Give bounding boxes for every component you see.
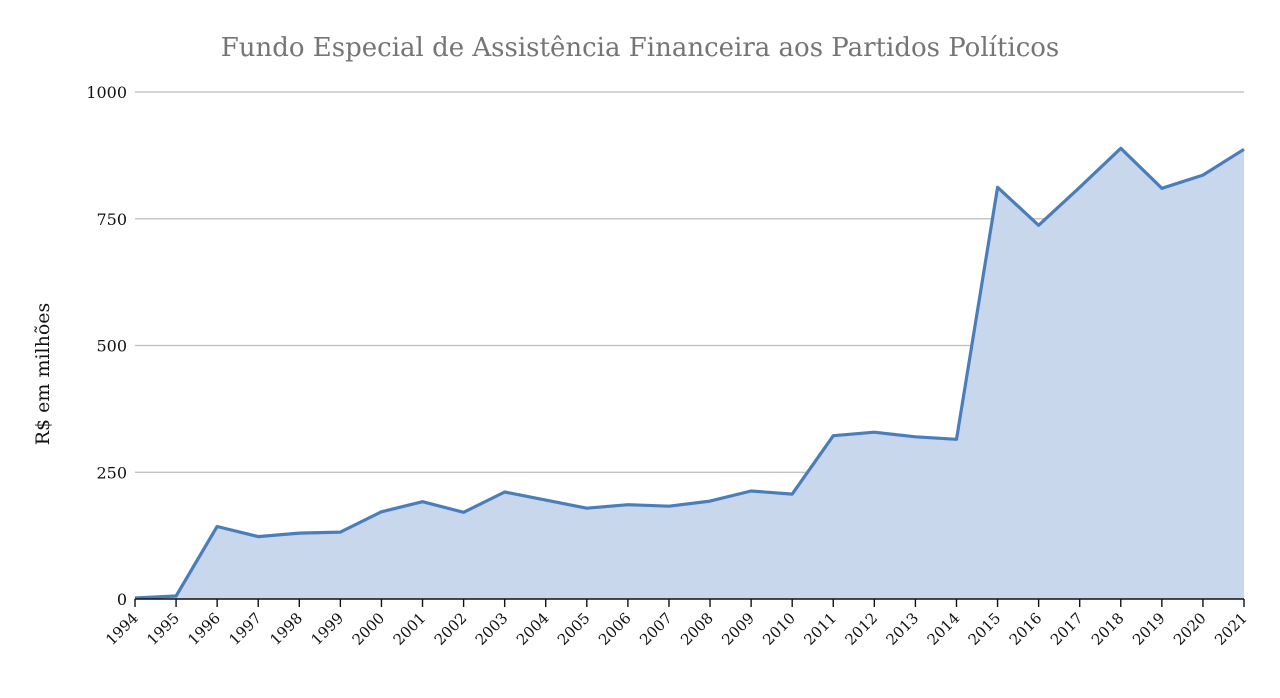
area-fill: [135, 148, 1244, 600]
y-axis-ticks: 0 250 500 750 1000: [86, 83, 127, 609]
chart-title: Fundo Especial de Assistência Financeira…: [221, 33, 1060, 63]
x-tick-label: 2021: [1211, 609, 1251, 649]
x-tick-label: 2011: [800, 609, 840, 649]
x-tick-label: 2008: [677, 609, 717, 649]
x-tick-label: 2016: [1006, 609, 1046, 649]
x-tick-label: 2010: [759, 609, 799, 649]
x-tick-label: 2000: [349, 609, 389, 649]
x-tick-label: 1996: [184, 609, 224, 649]
x-tick-label: 2006: [595, 609, 635, 649]
x-tick-label: 2018: [1088, 609, 1128, 649]
x-tick-label: 2009: [718, 609, 758, 649]
x-tick-label: 2020: [1170, 609, 1210, 649]
x-tick-label: 1994: [102, 609, 142, 649]
y-tick-label: 500: [96, 337, 127, 356]
x-tick-label: 1995: [143, 609, 183, 649]
x-tick-label: 2001: [390, 609, 430, 649]
x-axis-ticks: 1994 1995 1996 1997 1998 1999 2000 2001 2002 2003…: [102, 599, 1251, 649]
x-tick-label: 2019: [1129, 609, 1169, 649]
series-line: [134, 146, 1245, 600]
x-tick-label: 2013: [883, 609, 923, 649]
x-tick-label: 2002: [431, 609, 471, 649]
x-tick-label: 1999: [307, 609, 347, 649]
x-tick-label: 2007: [636, 609, 676, 649]
y-tick-label: 750: [96, 210, 127, 229]
y-tick-label: 250: [96, 463, 127, 482]
x-tick-label: 2012: [841, 609, 881, 649]
x-tick-label: 2014: [924, 609, 964, 649]
x-tick-label: 2005: [554, 609, 594, 649]
y-tick-label: 0: [117, 590, 127, 609]
x-tick-label: 1998: [266, 609, 306, 649]
x-tick-label: 2004: [513, 609, 553, 649]
x-tick-label: 1997: [225, 609, 265, 649]
x-tick-label: 2015: [965, 609, 1005, 649]
y-axis-label: R$ em milhões: [32, 303, 54, 446]
x-tick-label: 2017: [1047, 609, 1087, 649]
y-tick-label: 1000: [86, 83, 127, 102]
x-tick-label: 2003: [472, 609, 512, 649]
